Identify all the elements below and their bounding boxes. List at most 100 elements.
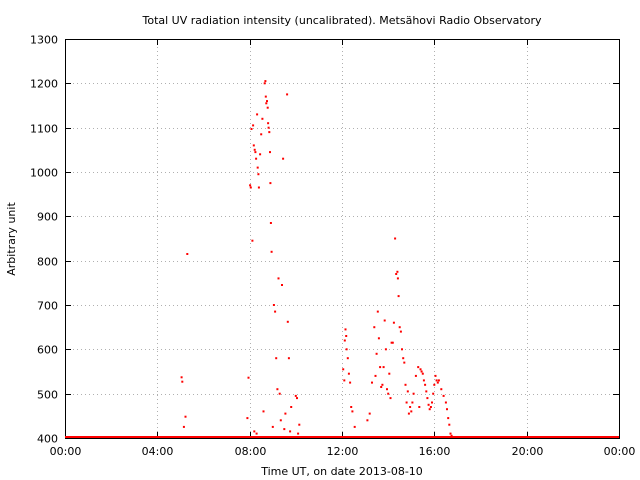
data-point: [432, 392, 435, 395]
data-point: [396, 270, 399, 273]
data-point: [263, 82, 266, 85]
data-point: [379, 366, 382, 369]
data-point: [272, 304, 275, 306]
data-point: [448, 423, 451, 426]
data-point: [436, 381, 439, 384]
data-point: [264, 95, 267, 98]
data-point: [342, 368, 345, 371]
data-point: [265, 102, 268, 105]
data-point: [373, 326, 376, 329]
data-point: [249, 186, 252, 189]
y-tick-label: 600: [37, 344, 58, 357]
data-point: [257, 186, 260, 189]
data-point: [275, 357, 278, 360]
data-point: [366, 419, 369, 422]
data-point: [384, 348, 387, 351]
data-point: [347, 372, 350, 375]
data-point: [286, 93, 289, 96]
data-point: [277, 277, 280, 280]
data-point: [389, 397, 392, 400]
data-point: [252, 144, 255, 147]
data-point: [377, 337, 380, 340]
y-tick-label: 1000: [30, 167, 58, 180]
data-point: [374, 374, 377, 377]
data-point: [264, 80, 267, 83]
data-point: [376, 310, 379, 313]
x-axis: 00:00 04:00 08:00 12:00 16:00 20:00 00:00: [50, 39, 635, 458]
data-point: [255, 432, 258, 435]
data-point: [287, 357, 290, 360]
y-tick-label: 900: [37, 211, 58, 224]
data-point: [396, 277, 399, 280]
data-point: [404, 383, 407, 386]
data-point: [411, 401, 414, 404]
data-point: [281, 284, 283, 286]
data-point: [353, 425, 356, 428]
x-tick-label: 12:00: [327, 445, 359, 458]
data-point: [267, 122, 270, 125]
data-point: [405, 401, 408, 404]
data-point: [345, 335, 348, 337]
data-point: [186, 253, 189, 255]
data-point: [297, 432, 300, 435]
data-point: [444, 401, 447, 404]
data-point: [421, 372, 424, 375]
data-point: [182, 425, 185, 428]
data-point: [247, 376, 250, 379]
data-point: [257, 173, 260, 176]
data-point: [278, 392, 281, 395]
data-point: [260, 133, 263, 136]
baseline-points: [65, 436, 619, 438]
data-point: [422, 379, 425, 382]
data-point: [399, 330, 402, 333]
data-point: [181, 380, 184, 383]
data-point: [386, 388, 388, 391]
data-point: [381, 383, 384, 386]
data-point: [390, 341, 393, 344]
data-point: [425, 390, 428, 393]
y-tick-label: 400: [37, 433, 58, 446]
data-point: [394, 237, 397, 240]
data-point: [407, 412, 410, 415]
data-point: [261, 117, 264, 120]
data-point: [375, 352, 378, 355]
data-point: [435, 379, 438, 382]
data-point: [392, 321, 395, 324]
data-point: [409, 406, 412, 408]
data-point: [434, 374, 437, 377]
data-point: [346, 357, 349, 360]
data-point: [351, 410, 354, 413]
data-point: [371, 381, 373, 384]
data-point: [289, 430, 292, 433]
data-point: [252, 124, 255, 127]
data-point: [254, 151, 257, 154]
x-tick-label: 20:00: [512, 445, 544, 458]
data-point: [428, 408, 431, 411]
data-point: [298, 423, 301, 426]
data-point: [251, 239, 254, 242]
data-point: [440, 388, 443, 391]
data-point: [427, 403, 430, 406]
data-point: [286, 320, 289, 323]
data-point: [256, 166, 259, 169]
data-point: [283, 428, 286, 431]
data-point: [269, 151, 271, 154]
data-point: [429, 406, 432, 408]
data-point: [383, 319, 386, 322]
data-point: [249, 184, 252, 187]
data-point: [345, 348, 348, 351]
data-point: [391, 341, 394, 344]
x-axis-label: Time UT, on date 2013-08-10: [260, 465, 423, 478]
data-point: [410, 410, 413, 413]
y-tick-label: 1200: [30, 78, 58, 91]
data-point: [270, 250, 273, 253]
data-point: [184, 415, 187, 418]
data-point: [269, 182, 272, 185]
x-tick-label: 00:00: [50, 445, 82, 458]
data-point: [180, 376, 183, 379]
data-point: [447, 417, 450, 420]
x-tick-label: 04:00: [142, 445, 174, 458]
data-point: [290, 406, 293, 408]
data-point: [274, 310, 277, 313]
data-point: [406, 390, 409, 393]
